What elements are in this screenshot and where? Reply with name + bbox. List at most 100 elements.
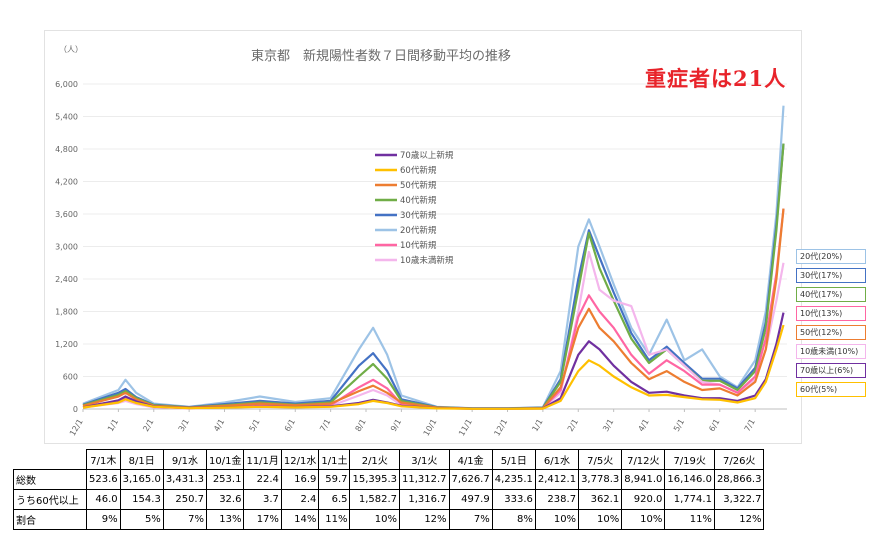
summary-table: 7/1木 8/1日 9/1水 10/1金 11/1月 12/1水 1/1土 2/1火 3/1火 4… — [13, 449, 765, 530]
table-cell: 28,866.3 — [713, 469, 765, 490]
table-cell: 16,146.0 — [664, 469, 715, 490]
legend-label: 60代新規 — [400, 165, 437, 176]
table-cell: 17% — [243, 509, 282, 530]
legend-label: 30代新規 — [400, 210, 437, 221]
x-tick-label: 2/1 — [566, 418, 580, 434]
table-cell: 11,312.7 — [399, 469, 450, 490]
column-header: 10/1金 — [205, 449, 245, 470]
x-tick-label: 6/1 — [707, 418, 721, 434]
table-cell: 7% — [448, 509, 493, 530]
table-cell: 10% — [349, 509, 401, 530]
row-label: 総数 — [13, 469, 87, 490]
x-tick-label: 7/1 — [743, 418, 757, 434]
table-cell: 3,322.7 — [713, 489, 765, 510]
table-cell: 5% — [119, 509, 164, 530]
column-header: 3/1火 — [399, 449, 450, 470]
table-cell: 13% — [205, 509, 245, 530]
table-cell: 6.5 — [318, 489, 351, 510]
age-share-box: 40代(17%) — [796, 287, 866, 302]
x-tick-label: 12/1 — [68, 418, 85, 438]
table-cell: 46.0 — [86, 489, 121, 510]
column-header: 7/5火 — [578, 449, 623, 470]
row-label: 割合 — [13, 509, 87, 530]
table-corner — [13, 449, 87, 470]
column-header: 11/1月 — [243, 449, 282, 470]
severe-cases-annotation: 重症者は21人 — [645, 66, 787, 91]
table-cell: 22.4 — [243, 469, 282, 490]
table-cell: 253.1 — [205, 469, 245, 490]
table-cell: 11% — [664, 509, 715, 530]
table-cell: 16.9 — [280, 469, 320, 490]
x-tick-label: 3/1 — [177, 418, 191, 434]
series-line — [82, 324, 785, 410]
table-cell: 11% — [318, 509, 351, 530]
table-cell: 1,774.1 — [664, 489, 715, 510]
table-cell: 10% — [534, 509, 580, 530]
chart-panel: 東京都 新規陽性者数７日間移動平均の推移 （人） 0 600 1,200 1,800 2… — [44, 30, 802, 444]
age-share-box: 70歳以上(6%) — [796, 363, 866, 378]
table-cell: 59.7 — [318, 469, 351, 490]
column-header: 7/1木 — [86, 449, 121, 470]
legend-label: 70歳以上新規 — [400, 150, 454, 161]
legend-label: 40代新規 — [400, 195, 437, 206]
y-tick-label: 600 — [63, 373, 78, 382]
y-tick-label: 4,200 — [55, 178, 78, 187]
table-cell: 3,431.3 — [162, 469, 207, 490]
x-tick-label: 4/1 — [212, 418, 226, 434]
column-header: 12/1水 — [280, 449, 320, 470]
legend-label: 20代新規 — [400, 225, 437, 236]
table-cell: 3.7 — [243, 489, 282, 510]
y-tick-label: 3,000 — [55, 243, 78, 252]
table-cell: 523.6 — [86, 469, 121, 490]
x-tick-label: 6/1 — [283, 418, 297, 434]
legend-label: 50代新規 — [400, 180, 437, 191]
table-cell: 1,582.7 — [349, 489, 401, 510]
line-chart: 東京都 新規陽性者数７日間移動平均の推移 （人） 0 600 1,200 1,800 2… — [55, 45, 787, 438]
table-cell: 15,395.3 — [349, 469, 401, 490]
y-tick-label: 0 — [73, 405, 78, 414]
x-tick-label: 11/1 — [457, 418, 474, 438]
x-tick-label: 12/1 — [492, 418, 509, 438]
table-cell: 250.7 — [162, 489, 207, 510]
column-header: 5/1日 — [491, 449, 536, 470]
row-label: うち60代以上 — [13, 489, 87, 510]
x-tick-label: 1/1 — [530, 418, 544, 434]
x-tick-label: 10/1 — [422, 418, 439, 438]
table-cell: 238.7 — [534, 489, 580, 510]
age-share-box: 10代(13%) — [796, 306, 866, 321]
table-cell: 10% — [578, 509, 623, 530]
table-cell: 7% — [162, 509, 207, 530]
column-header: 1/1土 — [318, 449, 351, 470]
table-cell: 9% — [86, 509, 121, 530]
column-header: 7/19火 — [664, 449, 715, 470]
x-tick-label: 4/1 — [637, 418, 651, 434]
x-tick-label: 8/1 — [354, 418, 368, 434]
x-tick-label: 9/1 — [389, 418, 403, 434]
age-share-box: 10歳未満(10%) — [796, 344, 866, 359]
table-cell: 7,626.7 — [448, 469, 493, 490]
table-cell: 14% — [280, 509, 320, 530]
y-tick-label: 5,400 — [55, 113, 78, 122]
column-header: 8/1日 — [119, 449, 164, 470]
series-line — [82, 208, 785, 410]
column-header: 6/1水 — [534, 449, 580, 470]
table-cell: 32.6 — [205, 489, 245, 510]
age-share-box: 30代(17%) — [796, 268, 866, 283]
table-row: うち60代以上 46.0 154.3 250.7 32.6 3.7 2.4 6.5 1,582.… — [13, 489, 765, 510]
x-tick-label: 1/1 — [106, 418, 120, 434]
age-share-box: 20代(20%) — [796, 249, 866, 264]
column-header: 7/12火 — [621, 449, 666, 470]
y-tick-label: 4,800 — [55, 145, 78, 154]
x-tick-label: 5/1 — [672, 418, 686, 434]
legend-label: 10代新規 — [400, 240, 437, 251]
y-tick-label: 3,600 — [55, 210, 78, 219]
column-header: 2/1火 — [349, 449, 401, 470]
table-cell: 4,235.1 — [491, 469, 536, 490]
column-header: 9/1水 — [162, 449, 207, 470]
column-header: 7/26火 — [713, 449, 765, 470]
x-tick-label: 3/1 — [601, 418, 615, 434]
x-tick-label: 2/1 — [141, 418, 155, 434]
table-cell: 2,412.1 — [534, 469, 580, 490]
table-cell: 10% — [621, 509, 666, 530]
table-cell: 8,941.0 — [621, 469, 666, 490]
